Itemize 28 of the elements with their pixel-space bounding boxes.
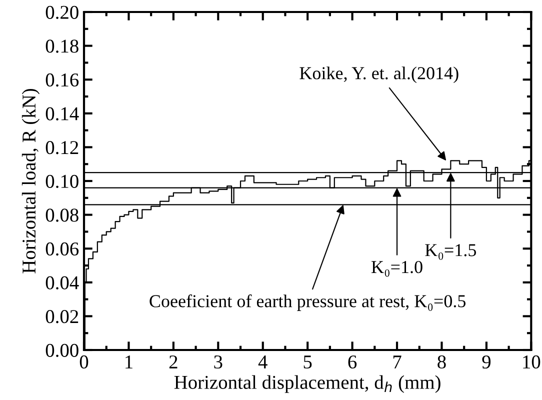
annotation: Koike, Y. et. al.(2014)	[300, 66, 458, 83]
y-tick-label: 0.02	[46, 310, 78, 324]
x-axis-title: Horizontal displacement, d$_{h}$ (mm)	[174, 375, 440, 393]
x-tick-label: 5	[304, 356, 312, 369]
x-tick-label: 10	[523, 355, 540, 369]
x-tick-label: 9	[482, 355, 491, 369]
x-tick-label: 1	[126, 356, 132, 368]
x-tick-label: 4	[258, 356, 268, 368]
x-tick-label: 0	[80, 355, 88, 369]
y-tick-label: 0.18	[46, 40, 78, 53]
y-tick-label: 0.20	[46, 6, 78, 20]
x-tick-label: 8	[438, 355, 446, 369]
y-tick-label: 0.14	[46, 107, 79, 120]
x-tick-label: 2	[169, 355, 178, 368]
annotation: K₀=1.0	[371, 260, 422, 277]
x-tick-label: 6	[348, 355, 357, 369]
y-tick-label: 0.12	[46, 141, 78, 154]
y-tick-label: 0.04	[46, 276, 79, 290]
y-tick-label: 0.06	[46, 242, 79, 256]
annotation: K₀=1.5	[425, 244, 476, 260]
y-tick-label: 0.16	[46, 73, 79, 87]
annotation: Coeeficient of earth pressure at rest, K₀=0.5	[150, 294, 466, 311]
y-tick-label: 0.08	[46, 208, 78, 222]
y-tick-label: 0.00	[46, 344, 78, 358]
x-tick-label: 3	[214, 355, 222, 369]
y-tick-label: 0.10	[46, 174, 78, 188]
y-axis-title: Horizontal load, R (kN)	[22, 88, 40, 274]
x-tick-label: 7	[393, 356, 402, 368]
